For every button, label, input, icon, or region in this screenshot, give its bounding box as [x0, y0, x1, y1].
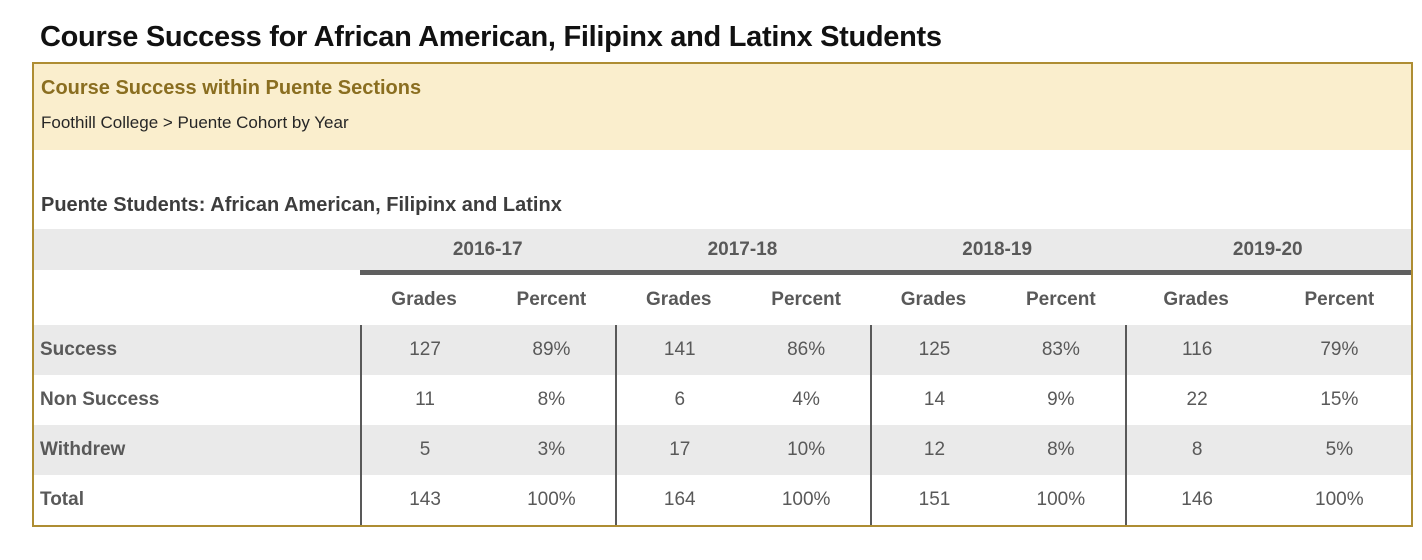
subheader-grades: Grades	[869, 275, 998, 325]
page-title: Course Success for African American, Fil…	[40, 21, 942, 53]
table-row-withdrew: Withdrew 5 3% 17 10% 12 8% 8 5%	[34, 425, 1411, 475]
year-header-row: 2016-17 2017-18 2018-19 2019-20	[34, 229, 1411, 275]
value-cell: 8%	[997, 425, 1125, 475]
subheader-percent: Percent	[1267, 275, 1411, 325]
year-header-2016-17: 2016-17	[360, 229, 616, 275]
subheader-row: Grades Percent Grades Percent Grades Per…	[34, 275, 1411, 325]
breadcrumb: Foothill College > Puente Cohort by Year	[41, 113, 349, 132]
table-title: Puente Students: African American, Filip…	[41, 194, 562, 216]
value-cell: 116	[1124, 325, 1268, 375]
subheader-percent: Percent	[742, 275, 870, 325]
year-header-2017-18: 2017-18	[615, 229, 870, 275]
year-header-2018-19: 2018-19	[869, 229, 1125, 275]
value-cell: 22	[1124, 375, 1268, 425]
value-cell: 86%	[742, 325, 870, 375]
value-cell: 141	[615, 325, 743, 375]
value-cell: 3%	[487, 425, 616, 475]
row-label: Non Success	[40, 389, 160, 410]
table-row-non-success: Non Success 11 8% 6 4% 14 9% 22 15%	[34, 375, 1411, 425]
value-cell: 151	[869, 475, 997, 525]
value-cell: 100%	[781, 489, 831, 510]
subheader-grades: Grades	[1124, 275, 1268, 325]
value-cell: 9%	[1047, 389, 1075, 410]
row-label: Success	[34, 325, 361, 375]
value-cell: 14	[869, 375, 997, 425]
value-cell: 5%	[1267, 425, 1411, 475]
value-cell: 5	[360, 425, 488, 475]
value-cell: 8	[1124, 425, 1268, 475]
value-cell: 164	[615, 475, 742, 525]
value-cell: 146	[1124, 475, 1268, 525]
subheader-percent: Percent	[997, 275, 1125, 325]
table-row-total: Total 143 100% 164 100% 151 100% 146 100…	[34, 475, 1411, 525]
value-cell: 100%	[1036, 489, 1086, 510]
row-label: Withdrew	[34, 425, 361, 475]
value-cell: 15%	[1320, 389, 1359, 410]
value-cell: 83%	[997, 325, 1125, 375]
value-cell: 10%	[742, 425, 870, 475]
banner-heading: Course Success within Puente Sections	[41, 77, 422, 99]
row-label: Total	[40, 489, 84, 510]
data-table: 2016-17 2017-18 2018-19 2019-20 Grades P…	[34, 229, 1411, 525]
corner-cell	[34, 229, 361, 275]
value-cell: 89%	[487, 325, 616, 375]
table-row-success: Success 127 89% 141 86% 125 83% 116 79%	[34, 325, 1411, 375]
value-cell: 11	[360, 375, 487, 425]
value-cell: 17	[615, 425, 743, 475]
subheader-grades: Grades	[360, 275, 488, 325]
value-cell: 8%	[537, 389, 566, 410]
value-cell: 143	[360, 475, 487, 525]
subheader-blank-cell	[34, 275, 361, 325]
report-container: Course Success within Puente Sections Fo…	[32, 62, 1413, 527]
value-cell: 4%	[792, 389, 820, 410]
value-cell: 12	[869, 425, 998, 475]
value-cell: 100%	[527, 489, 576, 510]
value-cell: 100%	[1315, 489, 1364, 510]
value-cell: 127	[360, 325, 488, 375]
subheader-percent: Percent	[487, 275, 616, 325]
value-cell: 79%	[1267, 325, 1411, 375]
value-cell: 125	[869, 325, 998, 375]
value-cell: 6	[615, 375, 742, 425]
subheader-grades: Grades	[615, 275, 743, 325]
banner: Course Success within Puente Sections Fo…	[34, 64, 1411, 150]
year-header-2019-20: 2019-20	[1124, 229, 1411, 275]
